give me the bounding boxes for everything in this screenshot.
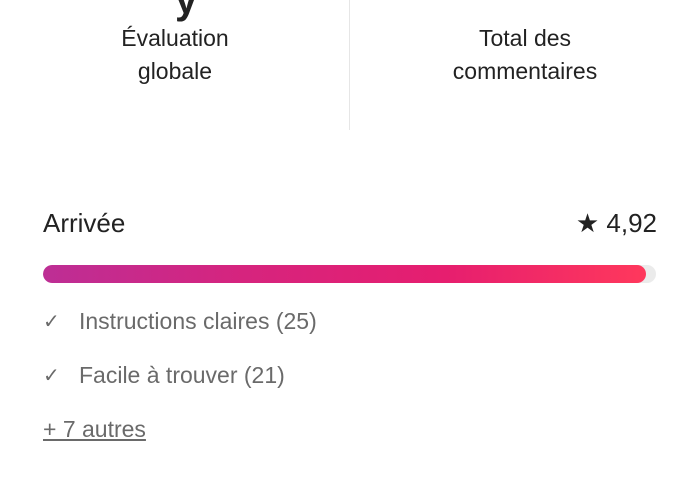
category-rating: ★ 4,92 bbox=[576, 208, 657, 239]
highlight-item: ✓ Facile à trouver (21) bbox=[43, 362, 285, 389]
more-link[interactable]: + 7 autres bbox=[43, 416, 146, 442]
divider bbox=[349, 0, 350, 130]
check-icon: ✓ bbox=[43, 365, 60, 387]
partial-glyph: y bbox=[175, 0, 198, 22]
total-reviews-label: Total des commentaires bbox=[452, 25, 598, 84]
category-name: Arrivée bbox=[43, 208, 126, 238]
star-icon: ★ bbox=[575, 208, 600, 238]
highlight-item: ✓ Instructions claires (25) bbox=[43, 308, 317, 335]
rating-progress-bar bbox=[43, 265, 656, 283]
highlight-label: Instructions claires (25) bbox=[79, 308, 317, 334]
rating-progress-fill bbox=[43, 265, 647, 283]
category-header: Arrivée ★ 4,92 bbox=[43, 208, 657, 239]
check-icon: ✓ bbox=[43, 311, 60, 333]
highlight-label: Facile à trouver (21) bbox=[79, 362, 285, 388]
summary: y Évaluation globale Total des commentai… bbox=[0, 0, 700, 130]
rating-value: 4,92 bbox=[606, 208, 657, 238]
overall-rating-label: Évaluation globale bbox=[121, 25, 229, 84]
